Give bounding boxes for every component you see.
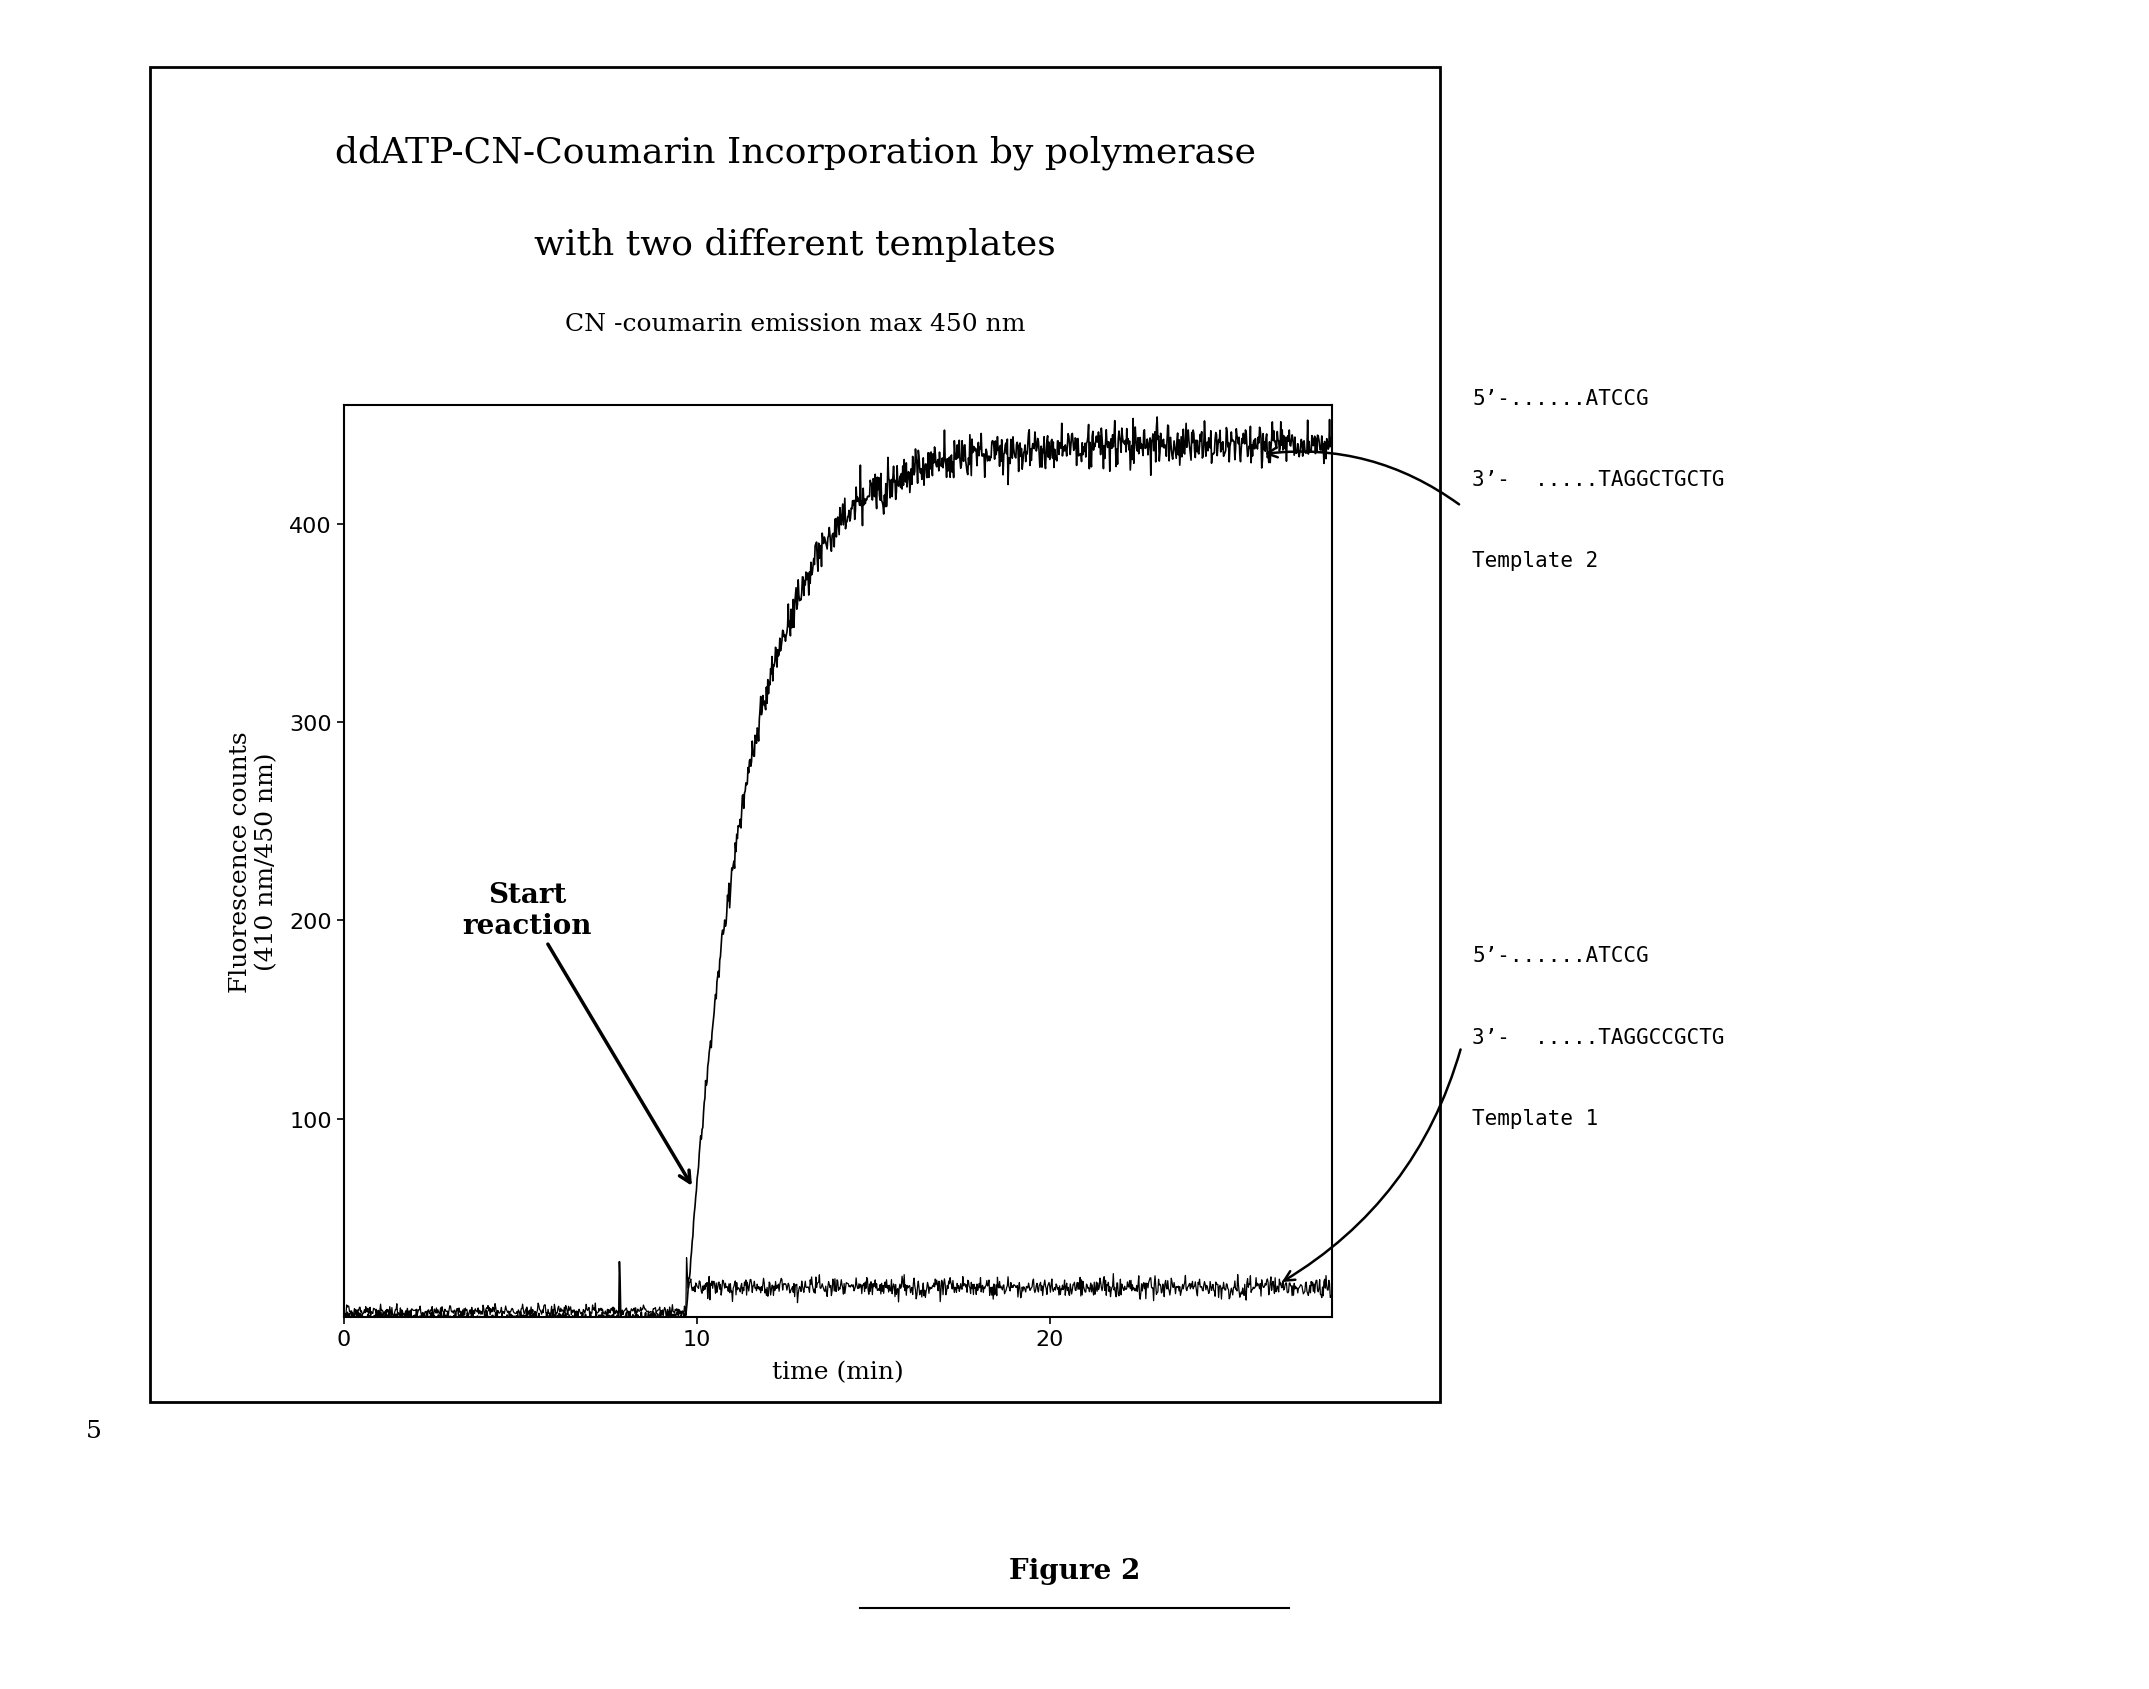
Text: ddATP-CN-Coumarin Incorporation by polymerase: ddATP-CN-Coumarin Incorporation by polym…: [335, 135, 1255, 169]
Text: 5’-......ATCCG: 5’-......ATCCG: [1472, 946, 1648, 966]
Text: 5: 5: [86, 1419, 101, 1442]
X-axis label: time (min): time (min): [771, 1360, 905, 1383]
Text: Template 2: Template 2: [1472, 551, 1599, 571]
Text: 3’-  .....TAGGCTGCTG: 3’- .....TAGGCTGCTG: [1472, 470, 1723, 490]
Text: CN -coumarin emission max 450 nm: CN -coumarin emission max 450 nm: [565, 312, 1025, 336]
Text: Template 1: Template 1: [1472, 1108, 1599, 1128]
Y-axis label: Fluorescence counts
(410 nm/450 nm): Fluorescence counts (410 nm/450 nm): [228, 731, 279, 991]
Text: with two different templates: with two different templates: [535, 228, 1055, 262]
Text: 3’-  .....TAGGCCGCTG: 3’- .....TAGGCCGCTG: [1472, 1027, 1723, 1047]
Text: Figure 2: Figure 2: [1008, 1557, 1141, 1584]
Text: 5’-......ATCCG: 5’-......ATCCG: [1472, 388, 1648, 409]
Text: Start
reaction: Start reaction: [462, 882, 690, 1182]
